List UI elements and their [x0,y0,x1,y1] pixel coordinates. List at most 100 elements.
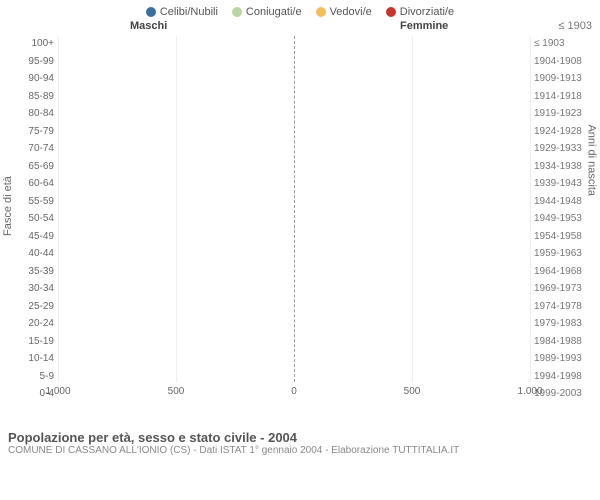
x-axis: 1.00050005001.000 [58,386,530,404]
chart-title: Popolazione per età, sesso e stato civil… [8,430,592,445]
legend-item: Celibi/Nubili [146,6,218,18]
center-axis-line [294,36,295,382]
birth-years-label: 1914-1918 [534,91,592,102]
bar-segment [298,72,300,88]
age-label: 40-44 [14,248,54,259]
x-tick-label: 500 [404,386,421,397]
bar-segment [298,317,300,333]
header-years-hint: ≤ 1903 [558,20,592,32]
birth-years-label: 1919-1923 [534,108,592,119]
bar-group-male [286,160,294,176]
birth-years-label: 1909-1913 [534,73,592,84]
birth-years-label: 1954-1958 [534,231,592,242]
age-label: 85-89 [14,91,54,102]
age-label: 90-94 [14,73,54,84]
bar-group-male [286,282,294,298]
birth-years-label: 1999-2003 [534,388,592,399]
legend-item: Divorziati/e [386,6,454,18]
bar-group-female [294,265,302,281]
birth-years-label: 1974-1978 [534,301,592,312]
legend-label: Coniugati/e [246,6,302,18]
birth-years-label: 1959-1963 [534,248,592,259]
birth-years-label: 1994-1998 [534,371,592,382]
bar-segment [300,160,302,176]
header-male: Maschi [130,20,167,32]
bar-segment [300,247,302,263]
chart-subtitle: COMUNE DI CASSANO ALL'IONIO (CS) - Dati … [8,445,592,456]
birth-years-label: 1934-1938 [534,161,592,172]
legend-swatch [232,7,242,17]
y-left-axis-title: Fasce di età [2,176,14,236]
bar-segment [296,55,298,71]
age-label: 25-29 [14,301,54,312]
bar-group-male [286,247,294,263]
birth-years-label: 1944-1948 [534,196,592,207]
age-label: 15-19 [14,336,54,347]
age-label: 30-34 [14,283,54,294]
bar-group-male [286,212,294,228]
bar-group-female [294,142,302,158]
birth-years-label: 1929-1933 [534,143,592,154]
birth-years-label: 1964-1968 [534,266,592,277]
age-label: 80-84 [14,108,54,119]
legend-swatch [386,7,396,17]
age-label: 50-54 [14,213,54,224]
bar-group-female [294,282,302,298]
birth-years-label: 1979-1983 [534,318,592,329]
birth-years-label: 1969-1973 [534,283,592,294]
x-tick-label: 1.000 [517,386,542,397]
bar-group-male [286,265,294,281]
bar-group-female [294,300,302,316]
bar-group-male [286,177,294,193]
bar-group-female [294,160,302,176]
bar-segment [300,177,302,193]
age-label: 95-99 [14,56,54,67]
age-label: 60-64 [14,178,54,189]
age-label: 75-79 [14,126,54,137]
legend: Celibi/Nubili Coniugati/e Vedovi/e Divorzia… [0,0,600,20]
age-label: 35-39 [14,266,54,277]
plot-area: 100+≤ 190395-991904-190890-941909-191385… [58,36,530,404]
bar-segment [300,212,302,228]
bar-group-female [294,177,302,193]
chart-footer: Popolazione per età, sesso e stato civil… [0,426,600,456]
bar-segment [300,142,302,158]
age-label: 5-9 [14,371,54,382]
bar-segment [300,125,302,141]
bar-group-female [294,195,302,211]
birth-years-label: ≤ 1903 [534,38,592,49]
bar-group-female [294,125,302,141]
birth-years-label: 1989-1993 [534,353,592,364]
legend-item: Coniugati/e [232,6,302,18]
bar-group-female [294,212,302,228]
birth-years-label: 1939-1943 [534,178,592,189]
legend-swatch [316,7,326,17]
bar-group-male [286,230,294,246]
age-label: 55-59 [14,196,54,207]
birth-years-label: 1904-1908 [534,56,592,67]
bar-group-male [286,142,294,158]
header-female: Femmine [400,20,448,32]
x-tick-label: 500 [168,386,185,397]
legend-item: Vedovi/e [316,6,372,18]
bar-group-female [294,247,302,263]
bar-segment [298,90,300,106]
legend-swatch [146,7,156,17]
legend-label: Divorziati/e [400,6,454,18]
birth-years-label: 1949-1953 [534,213,592,224]
bar-segment [300,282,302,298]
age-label: 65-69 [14,161,54,172]
bar-segment [296,335,298,351]
bar-segment [300,230,302,246]
bar-group-female [294,230,302,246]
population-pyramid-chart: Fasce di età Anni di nascita 100+≤ 19039… [4,36,596,426]
birth-years-label: 1984-1988 [534,336,592,347]
x-tick-label: 0 [291,386,297,397]
age-label: 45-49 [14,231,54,242]
legend-label: Celibi/Nubili [160,6,218,18]
bar-segment [300,300,302,316]
x-tick-label: 1.000 [45,386,70,397]
bar-segment [298,107,300,123]
bar-group-male [286,195,294,211]
bar-segment [300,195,302,211]
